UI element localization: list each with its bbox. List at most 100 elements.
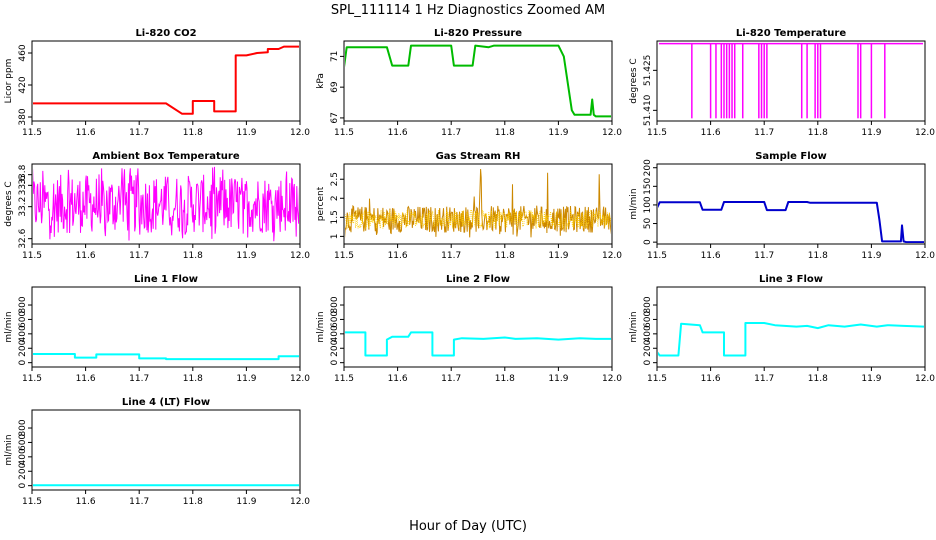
x-tick-label: 11.9	[548, 251, 568, 261]
series-points	[345, 209, 611, 230]
chart-panel: Line 1 Flow ml/min 11.5 11.6 11.7 11.8 11.9 12.…	[4, 274, 310, 384]
panel-y-axis-label: degrees C	[4, 181, 14, 226]
x-tick-label: 11.6	[388, 251, 408, 261]
x-tick-label: 11.5	[334, 128, 354, 138]
x-tick-label: 11.7	[129, 374, 149, 384]
x-tick-label: 11.8	[183, 128, 203, 138]
y-tick-label: 460	[18, 44, 28, 61]
plot-box	[31, 409, 301, 491]
x-tick-label: 11.7	[441, 374, 461, 384]
series-line	[33, 45, 299, 115]
panel-title: Ambient Box Temperature	[92, 151, 239, 162]
panel-y-axis-label: degrees C	[629, 58, 639, 103]
x-tick-label: 12.0	[290, 128, 310, 138]
y-tick-label: 33.8	[18, 164, 28, 184]
x-tick-label: 11.5	[22, 497, 42, 507]
x-tick-label: 12.0	[915, 374, 935, 384]
plot-box	[656, 40, 926, 122]
x-tick-label: 11.7	[441, 251, 461, 261]
y-tick-label: 380	[18, 108, 28, 125]
chart-panel: Ambient Box Temperature degrees C 11.5 11.6…	[4, 151, 310, 261]
x-tick-label: 11.5	[22, 128, 42, 138]
y-tick-label: 200	[18, 462, 28, 479]
x-tick-label: 11.7	[441, 128, 461, 138]
plot-box	[343, 40, 613, 122]
y-tick-label: 800	[18, 419, 28, 436]
y-tick-label: 51.410	[643, 94, 653, 126]
x-tick-label: 11.9	[236, 497, 256, 507]
plot-box	[31, 163, 301, 245]
chart-panel: Li-820 Temperature degrees C 11.5 11.6 11.7 1…	[629, 28, 935, 138]
y-tick-label: 600	[330, 311, 340, 328]
x-tick-label: 11.9	[861, 374, 881, 384]
figure-x-axis-label: Hour of Day (UTC)	[409, 519, 527, 534]
panel-y-axis-label: ml/min	[629, 188, 639, 219]
panel-title: Li-820 Pressure	[434, 28, 522, 39]
x-tick-label: 11.5	[334, 374, 354, 384]
x-tick-label: 11.8	[808, 128, 828, 138]
panel-title: Gas Stream RH	[436, 151, 521, 162]
panel-data	[345, 331, 611, 357]
x-tick-label: 11.8	[495, 251, 515, 261]
x-tick-label: 11.5	[22, 251, 42, 261]
y-tick-label: 400	[643, 325, 653, 342]
x-tick-label: 11.9	[861, 251, 881, 261]
series-line	[345, 168, 611, 238]
x-tick-label: 11.5	[647, 374, 667, 384]
y-tick-label: 33.6	[18, 175, 28, 195]
y-tick-label: 200	[330, 339, 340, 356]
x-tick-label: 11.5	[334, 251, 354, 261]
y-tick-label: 800	[643, 296, 653, 313]
chart-panel: Line 2 Flow ml/min 11.5 11.6 11.7 11.8 11.9 12.…	[316, 274, 622, 384]
y-tick-label: 600	[643, 311, 653, 328]
panel-data	[33, 166, 299, 242]
x-tick-label: 11.5	[647, 128, 667, 138]
x-tick-label: 11.9	[236, 251, 256, 261]
panel-data	[33, 45, 299, 115]
y-tick-label: 200	[643, 339, 653, 356]
panel-data	[659, 42, 923, 119]
plot-box	[656, 163, 926, 245]
panel-y-axis-label: kPa	[316, 73, 326, 89]
y-tick-label: 400	[18, 448, 28, 465]
x-tick-label: 11.6	[701, 128, 721, 138]
panel-y-axis-label: Licor ppm	[4, 59, 14, 104]
plot-box	[343, 163, 613, 245]
panel-title: Li-820 CO2	[135, 28, 196, 39]
x-tick-label: 11.5	[647, 251, 667, 261]
y-tick-label: 200	[643, 159, 653, 176]
y-tick-label: 1	[330, 234, 340, 240]
panel-data	[345, 168, 611, 238]
x-tick-label: 11.6	[76, 128, 96, 138]
panel-y-axis-label: ml/min	[4, 311, 14, 342]
y-tick-label: 69	[330, 81, 340, 93]
x-tick-label: 11.8	[495, 374, 515, 384]
y-tick-label: 150	[643, 177, 653, 194]
x-tick-label: 11.9	[861, 128, 881, 138]
panel-title: Li-820 Temperature	[736, 28, 846, 39]
y-tick-label: 0	[18, 483, 28, 489]
panel-title: Line 4 (LT) Flow	[122, 397, 210, 408]
x-tick-label: 11.6	[388, 128, 408, 138]
x-tick-label: 12.0	[290, 251, 310, 261]
figure-title: SPL_111114 1 Hz Diagnostics Zoomed AM	[331, 3, 605, 18]
x-tick-label: 12.0	[602, 128, 622, 138]
chart-panels: Li-820 CO2 Licor ppm 11.5 11.6 11.7 11.8 11.9 1…	[4, 28, 935, 507]
y-tick-label: 600	[18, 311, 28, 328]
series-line	[658, 322, 924, 357]
panel-title: Line 1 Flow	[134, 274, 198, 285]
y-tick-label: 51.425	[643, 55, 653, 87]
series-line	[345, 44, 611, 118]
x-tick-label: 11.6	[701, 251, 721, 261]
x-tick-label: 11.6	[76, 497, 96, 507]
panel-y-axis-label: ml/min	[4, 434, 14, 465]
y-tick-label: 0	[18, 360, 28, 366]
chart-panel: Line 3 Flow ml/min 11.5 11.6 11.7 11.8 11.9 12.…	[629, 274, 935, 384]
panel-data	[658, 201, 924, 243]
y-tick-label: 2.5	[330, 172, 340, 186]
y-tick-label: 33.2	[18, 197, 28, 217]
x-tick-label: 12.0	[290, 374, 310, 384]
x-tick-label: 11.9	[548, 374, 568, 384]
series-line	[345, 331, 611, 357]
